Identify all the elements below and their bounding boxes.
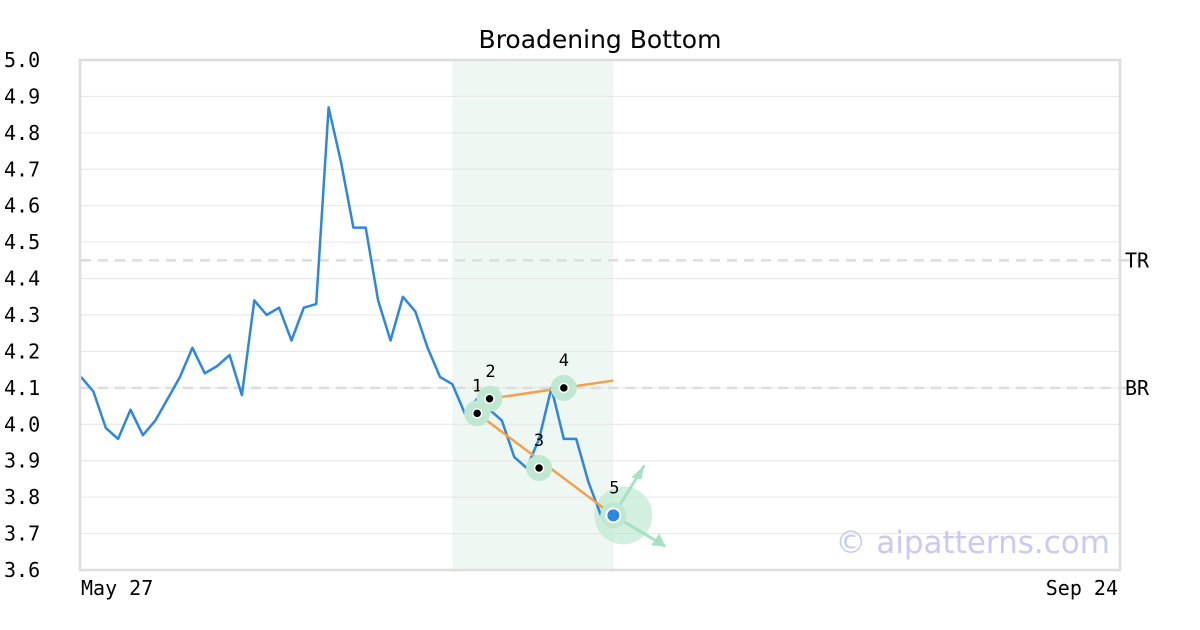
x-tick-label: May 27 — [81, 576, 153, 600]
y-tick-label: 4.7 — [4, 157, 40, 181]
pattern-point-label: 3 — [534, 431, 544, 451]
y-tick-label: 4.8 — [4, 121, 40, 145]
pattern-point — [471, 408, 483, 419]
plot-frame — [78, 58, 1122, 572]
pattern-point-label: 4 — [559, 351, 569, 371]
pattern-points-layer: 12 3 4 5 — [464, 351, 627, 529]
pattern-point — [533, 462, 545, 474]
y-tick-label: 4.3 — [4, 303, 40, 327]
reference-line-label: TR — [1125, 248, 1150, 272]
price-series-layer — [80, 106, 603, 516]
y-axis-ticks: 3.6 3.7 3.8 3.9 4.0 4.1 4.2 4.3 4.4 4.5 4.6 4.7 4.8 4… — [4, 48, 40, 582]
reference-line-label: BR — [1125, 376, 1150, 400]
pattern-point — [558, 382, 570, 394]
x-axis-ticks: May 27 Sep 24 — [81, 576, 1118, 600]
x-tick-label: Sep 24 — [1046, 576, 1118, 600]
price-line — [80, 106, 603, 516]
y-tick-label: 4.1 — [4, 376, 40, 400]
y-tick-label: 3.8 — [4, 485, 40, 509]
reference-lines-layer: TR BR — [81, 248, 1150, 400]
pattern-point — [605, 507, 622, 524]
pattern-point-label: 5 — [609, 478, 619, 498]
y-tick-label: 4.6 — [4, 194, 40, 218]
y-tick-label: 4.0 — [4, 412, 40, 436]
y-tick-label: 4.4 — [4, 267, 40, 291]
pattern-point-label: 1 — [472, 376, 482, 396]
y-tick-label: 4.5 — [4, 230, 40, 254]
y-tick-label: 3.7 — [4, 522, 40, 546]
y-tick-label: 4.2 — [4, 339, 40, 363]
y-tick-label: 3.6 — [4, 558, 40, 582]
y-tick-label: 5.0 — [4, 48, 40, 72]
pattern-point — [484, 393, 495, 405]
watermark: © aipatterns.com — [835, 525, 1110, 561]
arrow-head-down — [651, 533, 666, 547]
arrow-head-up — [631, 465, 645, 480]
pattern-point-label: 2 — [485, 362, 495, 382]
chart-title: Broadening Bottom — [479, 25, 722, 54]
y-tick-label: 3.9 — [4, 449, 40, 473]
y-tick-label: 4.9 — [4, 84, 40, 108]
